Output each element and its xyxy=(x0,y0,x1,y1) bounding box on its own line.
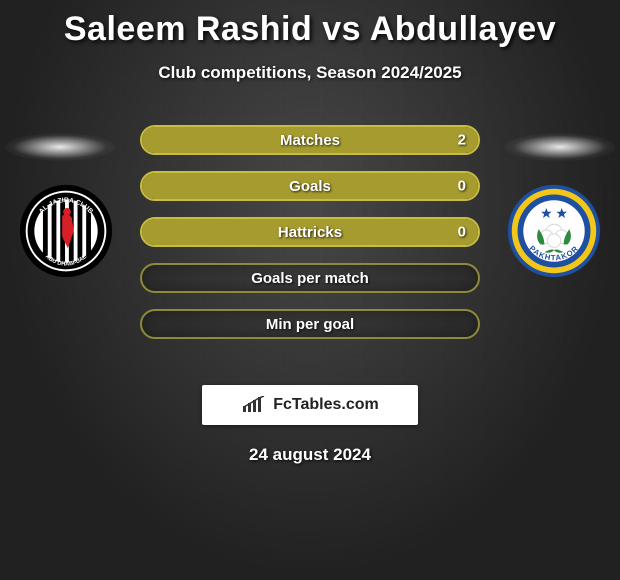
stat-label: Goals per match xyxy=(251,270,369,287)
stat-label: Matches xyxy=(280,132,340,149)
brand-text: FcTables.com xyxy=(273,396,379,414)
page-title: Saleem Rashid vs Abdullayev xyxy=(0,0,620,49)
spotlight-right xyxy=(505,133,615,161)
stat-bar: Goals per match xyxy=(140,263,480,293)
club-badge-left: AL-JAZIRA CLUB ABU DHABI-UAE xyxy=(18,183,114,279)
stat-bar: Hattricks 0 xyxy=(140,217,480,247)
stat-label: Goals xyxy=(289,178,331,195)
stat-value-right: 2 xyxy=(458,132,466,149)
comparison-stage: AL-JAZIRA CLUB ABU DHABI-UAE xyxy=(0,113,620,373)
stat-bar: Goals 0 xyxy=(140,171,480,201)
spotlight-left xyxy=(5,133,115,161)
stat-bar: Matches 2 xyxy=(140,125,480,155)
page-subtitle: Club competitions, Season 2024/2025 xyxy=(0,63,620,83)
brand-box: FcTables.com xyxy=(202,385,418,425)
stat-label: Hattricks xyxy=(278,224,342,241)
stat-value-right: 0 xyxy=(458,224,466,241)
brand-chart-icon xyxy=(241,396,267,414)
club-badge-right: PAKHTAKOR xyxy=(506,183,602,279)
stat-value-right: 0 xyxy=(458,178,466,195)
stat-bar: Min per goal xyxy=(140,309,480,339)
stat-bars: Matches 2 Goals 0 Hattricks 0 Goals per match M… xyxy=(140,125,480,355)
date-stamp: 24 august 2024 xyxy=(0,445,620,465)
stat-label: Min per goal xyxy=(266,316,354,333)
